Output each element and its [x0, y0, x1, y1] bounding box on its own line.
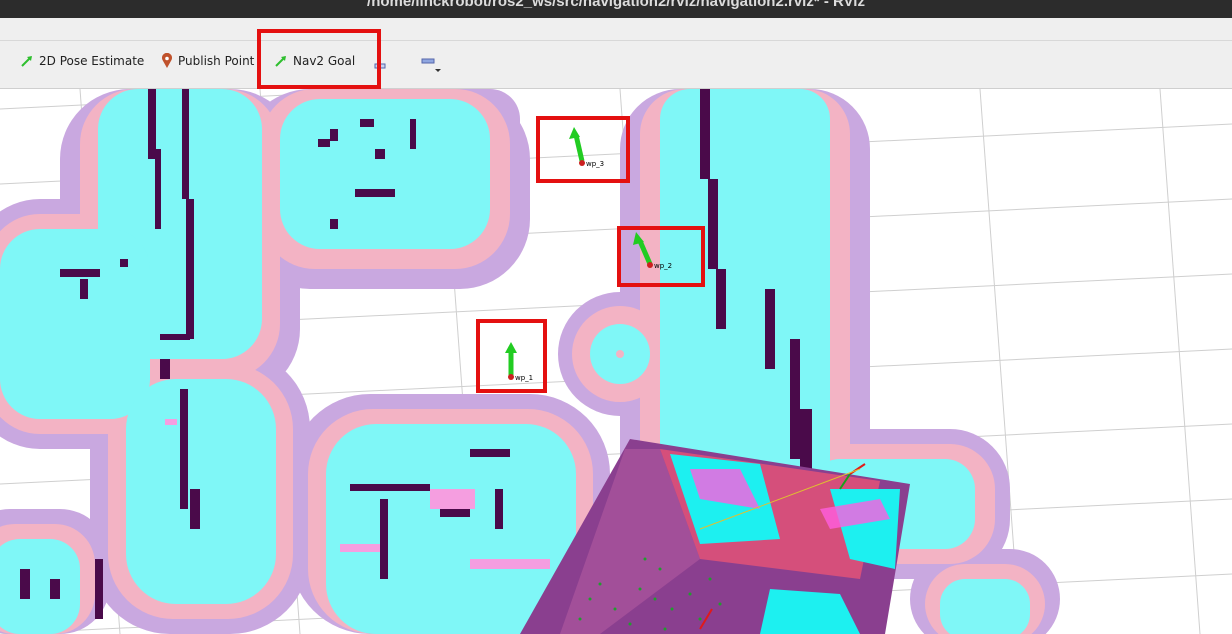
particle-cloud	[578, 557, 722, 631]
costmap-highlights	[165, 419, 550, 569]
tool-label: Nav2 Goal	[293, 54, 356, 68]
window-titlebar: /home/linckrobot/ros2_ws/src/navigation2…	[0, 0, 1232, 18]
rviz-toolbar: 2D Pose Estimate Publish Point Nav2 Goal	[0, 18, 1232, 89]
rviz-3d-viewport[interactable]: wp_3 wp_2 wp_1	[0, 89, 1232, 634]
tool-nav2-goal[interactable]: Nav2 Goal	[274, 50, 355, 72]
costmap-lethal	[20, 89, 812, 619]
toolbar-divider	[0, 40, 1232, 41]
remove-tool-button[interactable]	[421, 54, 443, 76]
tool-2d-pose-estimate[interactable]: 2D Pose Estimate	[20, 50, 144, 72]
green-arrow-icon	[21, 56, 32, 67]
tool-label: 2D Pose Estimate	[39, 54, 145, 68]
local-costmap	[520, 439, 910, 634]
waypoint-label: wp_2	[654, 262, 672, 270]
costmap-view: wp_3 wp_2 wp_1	[0, 89, 1232, 634]
waypoint-highlights	[476, 116, 705, 393]
waypoint-label: wp_3	[586, 160, 604, 168]
waypoint-label: wp_1	[515, 374, 533, 382]
small-obstacle	[616, 350, 624, 358]
robot-frame-axes	[699, 463, 866, 630]
remove-tool-icon	[421, 58, 441, 72]
map-pin-icon	[162, 53, 172, 68]
tool-label: Publish Point	[178, 54, 255, 68]
waypoint-wp2: wp_2	[633, 232, 672, 270]
tool-publish-point[interactable]: Publish Point	[161, 50, 254, 72]
waypoint-wp3: wp_3	[569, 127, 604, 168]
green-arrow-icon	[275, 56, 286, 67]
highlight-nav2-goal	[257, 29, 381, 89]
waypoint-wp1: wp_1	[505, 342, 533, 382]
window-title: /home/linckrobot/ros2_ws/src/navigation2…	[367, 0, 865, 10]
